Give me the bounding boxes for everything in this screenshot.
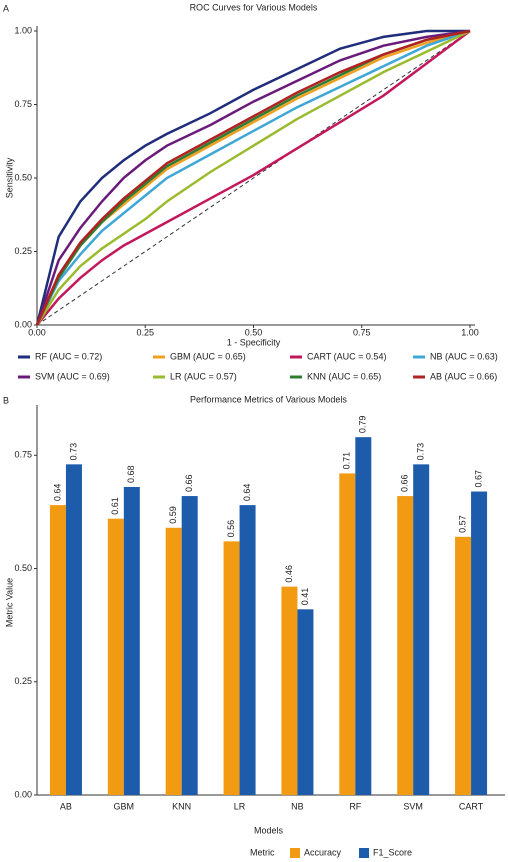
bar xyxy=(471,491,488,795)
x-tick-label: 0.00 xyxy=(28,327,46,337)
y-tick-label: 0.00 xyxy=(14,789,32,799)
x-tick-label: 1.00 xyxy=(461,327,479,337)
x-tick-label: 0.75 xyxy=(353,327,371,337)
y-tick-label: 0.75 xyxy=(14,99,32,109)
legend-label: AB (AUC = 0.66) xyxy=(430,371,497,381)
bar xyxy=(339,473,356,795)
bar xyxy=(355,437,372,795)
y-tick-label: 0.50 xyxy=(14,563,32,573)
bar xyxy=(223,541,240,795)
bar xyxy=(49,505,66,795)
x-tick-label: AB xyxy=(60,801,72,811)
bar xyxy=(239,505,256,795)
panel-label: A xyxy=(3,3,9,13)
bar xyxy=(65,464,82,795)
y-tick-label: 0.25 xyxy=(14,676,32,686)
bar xyxy=(397,496,414,795)
roc-curve xyxy=(35,29,471,326)
panel-label: B xyxy=(3,395,9,405)
legend-label: KNN (AUC = 0.65) xyxy=(307,371,381,381)
legend-label: CART (AUC = 0.54) xyxy=(307,351,386,361)
value-label: 0.66 xyxy=(184,475,194,493)
legend-label: SVM (AUC = 0.69) xyxy=(35,371,110,381)
x-tick-label: 0.25 xyxy=(136,327,154,337)
value-label: 0.57 xyxy=(457,515,467,533)
y-tick-label: 0.50 xyxy=(14,172,32,182)
bar xyxy=(123,487,140,795)
value-label: 0.46 xyxy=(284,565,294,583)
value-label: 0.41 xyxy=(300,588,310,606)
y-axis-label: Sensitivity xyxy=(4,157,14,198)
legend-swatch xyxy=(290,848,300,858)
y-axis-label: Metric Value xyxy=(4,578,14,627)
legend-label: NB (AUC = 0.63) xyxy=(430,351,498,361)
roc-curve xyxy=(35,29,471,326)
roc-curve xyxy=(36,29,471,326)
reference-line xyxy=(36,30,471,326)
bar xyxy=(413,464,430,795)
legend-swatch xyxy=(359,848,370,858)
value-label: 0.79 xyxy=(358,416,368,434)
value-label: 0.71 xyxy=(342,452,352,470)
value-label: 0.73 xyxy=(68,443,78,461)
value-label: 0.61 xyxy=(110,497,120,515)
legend-label: GBM (AUC = 0.65) xyxy=(170,351,246,361)
x-axis-label: Models xyxy=(254,825,284,835)
x-tick-label: GBM xyxy=(114,801,135,811)
chart-title: ROC Curves for Various Models xyxy=(190,2,318,12)
x-tick-label: SVM xyxy=(403,801,423,811)
x-tick-label: LR xyxy=(234,801,246,811)
value-label: 0.56 xyxy=(226,520,236,538)
roc-curve xyxy=(35,29,470,326)
legend-label: RF (AUC = 0.72) xyxy=(35,351,102,361)
bar xyxy=(297,609,314,795)
legend-label: Accuracy xyxy=(304,847,342,857)
bar xyxy=(107,518,124,795)
chart-title: Performance Metrics of Various Models xyxy=(190,394,347,404)
bar xyxy=(165,527,182,795)
value-label: 0.64 xyxy=(242,484,252,502)
y-tick-label: 1.00 xyxy=(14,25,32,35)
value-label: 0.68 xyxy=(126,465,136,483)
legend-label: LR (AUC = 0.57) xyxy=(170,371,237,381)
bar xyxy=(281,586,298,795)
x-tick-label: KNN xyxy=(172,801,191,811)
value-label: 0.67 xyxy=(473,470,483,488)
roc-curve xyxy=(35,29,471,326)
bar xyxy=(455,536,472,795)
x-tick-label: 0.50 xyxy=(245,327,263,337)
legend-title: Metric xyxy=(250,847,275,857)
x-tick-label: CART xyxy=(459,801,484,811)
value-label: 0.59 xyxy=(168,506,178,524)
value-label: 0.66 xyxy=(400,475,410,493)
legend-label: F1_Score xyxy=(373,847,412,857)
y-tick-label: 0.75 xyxy=(14,450,32,460)
y-tick-label: 0.00 xyxy=(14,319,32,329)
x-tick-label: RF xyxy=(349,801,361,811)
value-label: 0.73 xyxy=(416,443,426,461)
bar xyxy=(181,496,198,795)
value-label: 0.64 xyxy=(52,484,62,502)
x-axis-label: 1 - Specificity xyxy=(227,337,281,347)
y-tick-label: 0.25 xyxy=(14,246,32,256)
roc-curve xyxy=(35,29,471,326)
x-tick-label: NB xyxy=(291,801,304,811)
